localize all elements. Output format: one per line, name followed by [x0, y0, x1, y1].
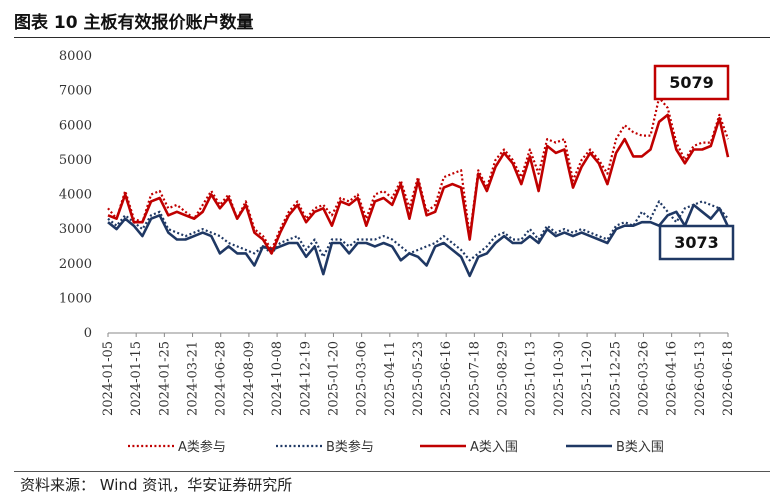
x-tick-label: 2025-05-23	[411, 341, 426, 416]
chart-series	[107, 96, 730, 278]
chart-legend: A类参与 B类参与 A类入围 B类入围	[128, 439, 664, 455]
callout-box	[653, 64, 730, 101]
y-tick-label: 7000	[59, 84, 92, 99]
x-tick-label: 2026-06-18	[721, 341, 736, 416]
legend-label: B类入围	[616, 440, 664, 455]
x-tick-label: 2025-06-16	[439, 341, 454, 416]
x-tick-label: 2025-08-29	[496, 341, 511, 416]
y-tick-label: 3000	[59, 222, 92, 237]
y-tick-label: 8000	[59, 49, 92, 64]
chart-axes: 0 1000 2000 3000 4000 5000 6000 7000 8000	[59, 49, 728, 341]
line-chart: 0 1000 2000 3000 4000 5000 6000 7000 8000 2024-0…	[59, 49, 736, 455]
x-tick-label: 2025-10-13	[524, 341, 539, 416]
title-divider	[14, 37, 770, 38]
x-tick-label: 2025-10-30	[552, 341, 567, 416]
callout-value: 5079	[669, 73, 714, 92]
x-tick-label: 2024-03-21	[186, 341, 201, 416]
chart-callouts: 5079 3073	[653, 64, 735, 261]
x-tick-label: 2025-04-11	[383, 341, 398, 416]
x-tick-label: 2025-07-18	[467, 341, 482, 416]
legend-label: B类参与	[326, 439, 374, 455]
y-tick-label: 4000	[59, 188, 92, 203]
x-tick-label: 2025-01-20	[326, 341, 341, 416]
y-tick-label: 6000	[59, 118, 92, 133]
x-tick-label: 2025-03-06	[355, 341, 370, 416]
x-tick-label: 2024-10-08	[270, 341, 285, 416]
legend-label: A类参与	[178, 439, 226, 455]
x-tick-label: 2024-01-05	[101, 341, 116, 416]
callout-value: 3073	[674, 233, 719, 252]
y-tick-label: 0	[84, 326, 92, 341]
x-tick-label: 2025-11-20	[580, 341, 595, 416]
series-line-3	[107, 113, 730, 255]
x-tick-label: 2024-01-15	[129, 341, 144, 416]
y-tick-label: 1000	[59, 291, 92, 306]
x-tick-label: 2026-03-26	[636, 341, 651, 416]
footer-divider	[14, 471, 770, 472]
x-tick-label: 2025-12-25	[608, 341, 623, 416]
x-tick-label: 2026-05-13	[693, 341, 708, 416]
series-line-2	[107, 200, 729, 262]
x-tick-label: 2024-12-19	[298, 341, 313, 416]
y-tick-label: 2000	[59, 257, 92, 272]
chart-title: 图表 10 主板有效报价账户数量	[14, 13, 254, 33]
x-axis-ticks: 2024-01-05 2024-01-15 2024-01-25 2024-03-21…	[101, 333, 736, 416]
x-tick-label: 2026-04-16	[665, 341, 680, 416]
x-tick-label: 2024-06-28	[214, 341, 229, 416]
series-line-1	[107, 96, 730, 251]
source-note: 资料来源： Wind 资讯，华安证券研究所	[20, 476, 293, 494]
y-tick-label: 5000	[59, 153, 92, 168]
series-line-4	[107, 203, 730, 278]
callout-box	[658, 224, 735, 261]
x-tick-label: 2024-08-09	[242, 341, 257, 416]
x-tick-label: 2024-01-25	[157, 341, 172, 416]
legend-label: A类入围	[470, 440, 518, 455]
